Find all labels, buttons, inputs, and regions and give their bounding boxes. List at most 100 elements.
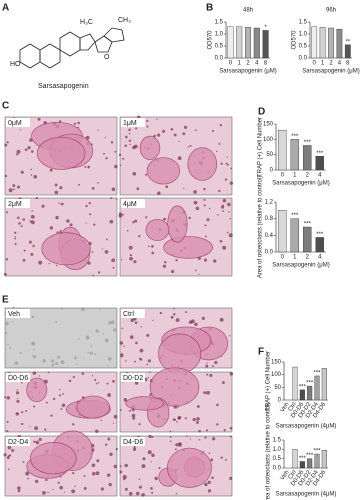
cell xyxy=(31,150,34,153)
micrograph-label: Veh xyxy=(8,311,20,318)
bar xyxy=(315,155,324,171)
cell xyxy=(8,188,13,193)
x-axis-label: Sarsasapogenin (μM) xyxy=(272,181,329,187)
cell xyxy=(81,307,85,312)
significance: *** xyxy=(291,213,299,219)
cell xyxy=(42,491,46,495)
cell xyxy=(8,454,12,457)
micrograph-label: 4μM xyxy=(123,201,137,208)
cell xyxy=(121,327,123,330)
cell xyxy=(219,317,224,322)
cell xyxy=(194,269,197,272)
cell xyxy=(91,375,93,377)
osteoclast xyxy=(167,205,188,243)
cell xyxy=(175,443,179,447)
cell xyxy=(28,240,32,244)
bar xyxy=(278,210,287,253)
bar xyxy=(344,44,351,59)
cell xyxy=(218,142,221,145)
cell xyxy=(124,463,128,468)
y-tick-label: 0.0 xyxy=(299,56,308,62)
cell xyxy=(206,390,210,395)
y-tick-label: 1.0 xyxy=(273,447,282,453)
cell xyxy=(154,476,158,481)
cell xyxy=(108,482,112,487)
cell xyxy=(228,233,233,238)
cell xyxy=(173,133,177,137)
cell xyxy=(204,482,208,487)
cell xyxy=(140,326,142,328)
cell xyxy=(178,140,180,143)
cell xyxy=(198,273,200,275)
x-tick-label: 8 xyxy=(264,61,268,67)
bar xyxy=(303,145,312,171)
cell xyxy=(116,198,118,200)
cell xyxy=(211,437,216,441)
cell xyxy=(175,259,178,262)
cell xyxy=(12,184,16,187)
osteoclast xyxy=(76,395,111,419)
cell xyxy=(17,397,19,400)
cell xyxy=(27,477,29,480)
panel-label: B xyxy=(206,3,213,14)
cell xyxy=(132,172,137,176)
cell xyxy=(222,210,224,212)
cell xyxy=(14,361,19,366)
cell xyxy=(211,129,215,132)
cell xyxy=(224,458,227,461)
cell xyxy=(22,461,25,463)
bar xyxy=(328,27,334,59)
cell xyxy=(123,478,126,481)
cell xyxy=(184,417,187,420)
cell xyxy=(208,207,211,210)
cell xyxy=(54,362,59,366)
cell xyxy=(138,234,141,238)
cell xyxy=(4,396,7,399)
cell xyxy=(63,491,66,493)
cell xyxy=(30,168,33,171)
cell xyxy=(101,248,103,250)
bar xyxy=(321,368,327,401)
cell xyxy=(5,258,9,261)
cell xyxy=(128,132,131,135)
cell xyxy=(186,435,189,437)
compound-name: Sarsasapogenin xyxy=(38,83,89,90)
cell xyxy=(175,318,180,322)
cell xyxy=(141,493,145,497)
cell xyxy=(132,417,136,420)
label-box xyxy=(121,118,145,127)
structure-group: HO xyxy=(10,61,21,68)
cell xyxy=(229,476,233,481)
y-tick-label: 0 xyxy=(270,168,274,174)
cell xyxy=(3,453,7,457)
y-tick-label: 50 xyxy=(274,385,281,391)
y-tick-label: 0.0 xyxy=(265,250,274,256)
y-tick-label: 50 xyxy=(266,152,273,158)
panel-label: C xyxy=(2,101,9,112)
bar xyxy=(319,27,326,59)
cell xyxy=(219,124,222,127)
cell xyxy=(173,307,175,310)
cell xyxy=(211,476,214,480)
label-box xyxy=(6,118,30,127)
cell xyxy=(20,381,23,384)
cell xyxy=(17,486,21,490)
cell xyxy=(52,488,54,491)
cell xyxy=(133,260,137,264)
cell xyxy=(20,422,24,426)
cell xyxy=(81,372,85,375)
cell xyxy=(122,475,127,480)
cell xyxy=(107,393,111,397)
cell xyxy=(16,389,19,391)
chart-title: 96h xyxy=(326,8,336,14)
cell xyxy=(35,479,39,484)
cell xyxy=(76,363,78,366)
cell xyxy=(205,429,208,432)
cell xyxy=(157,133,161,137)
bar xyxy=(299,389,305,401)
y-tick-label: 1.5 xyxy=(273,438,282,444)
cell xyxy=(151,491,154,494)
cell xyxy=(45,401,48,404)
cell xyxy=(112,266,115,269)
cell xyxy=(135,127,138,130)
